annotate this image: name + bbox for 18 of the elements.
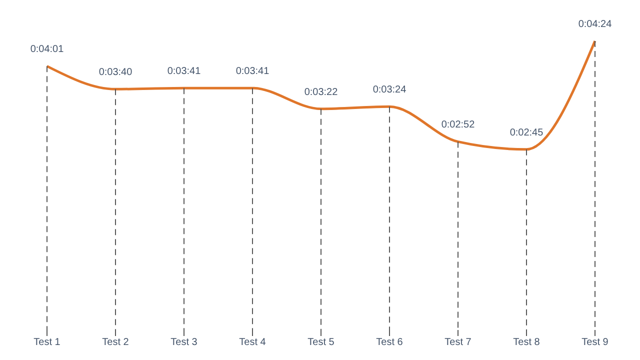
data-label: 0:03:40 (98, 67, 133, 78)
x-tick-label: Test 5 (308, 337, 335, 348)
x-tick-label: Test 1 (34, 337, 61, 348)
x-tick-label: Test 8 (513, 337, 540, 348)
x-tick-label: Test 4 (239, 337, 266, 348)
data-label: 0:04:01 (30, 44, 64, 56)
data-label: 0:03:41 (236, 66, 270, 78)
x-tick-label: Test 9 (582, 337, 609, 348)
x-tick-label: Test 3 (170, 337, 198, 348)
x-tick-label: Test 6 (376, 337, 404, 348)
data-label: 0:03:24 (372, 84, 407, 96)
data-label: 0:02:52 (441, 120, 476, 131)
data-label: 0:03:22 (304, 86, 338, 98)
data-label: 0:04:24 (578, 19, 612, 30)
x-tick-label: Test 7 (444, 337, 472, 348)
data-label: 0:02:45 (510, 127, 544, 138)
data-label: 0:03:41 (167, 66, 202, 78)
x-tick-label: Test 2 (102, 337, 130, 348)
